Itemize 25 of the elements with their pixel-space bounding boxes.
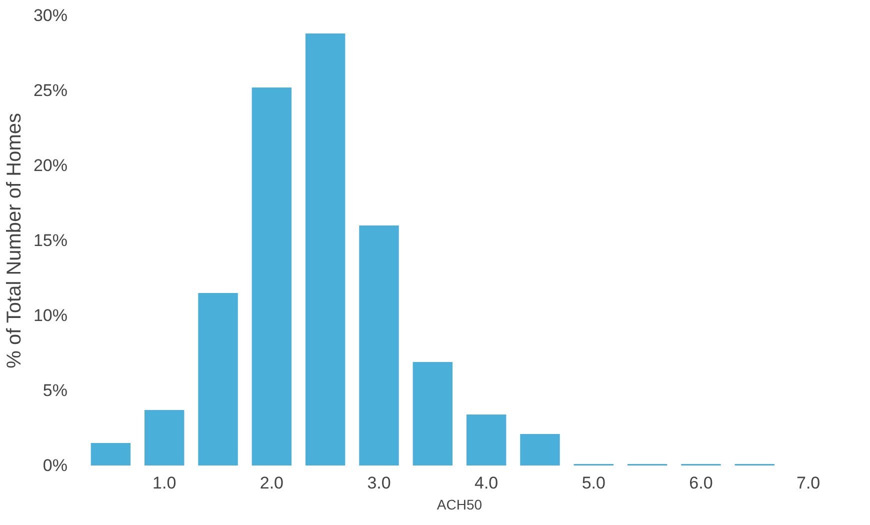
x-tick-label: 3.0 <box>367 474 391 492</box>
x-tick-label: 1.0 <box>152 474 176 492</box>
y-tick-label: 0% <box>42 456 68 475</box>
bar <box>466 414 506 466</box>
bar <box>305 34 346 466</box>
y-tick-label: 25% <box>33 81 68 100</box>
bar <box>144 410 184 466</box>
y-tick-label: 15% <box>33 231 68 250</box>
y-tick-label: 10% <box>33 306 68 325</box>
bar <box>252 88 292 466</box>
x-tick-label: 6.0 <box>689 474 713 492</box>
y-axis-title: % of Total Number of Homes <box>3 113 26 368</box>
bar <box>198 293 238 466</box>
x-tick-label: 5.0 <box>582 474 606 492</box>
x-tick-label: 7.0 <box>796 474 820 492</box>
x-tick-label: 2.0 <box>260 474 284 492</box>
y-tick-label: 5% <box>42 381 68 400</box>
bar <box>359 226 399 466</box>
bar <box>412 362 453 466</box>
x-axis-title: ACH50 <box>436 496 482 512</box>
y-tick-label: 30% <box>33 6 68 25</box>
bar <box>520 434 560 466</box>
x-tick-label: 4.0 <box>474 474 498 492</box>
y-tick-label: 20% <box>33 156 68 175</box>
bar <box>90 443 131 466</box>
